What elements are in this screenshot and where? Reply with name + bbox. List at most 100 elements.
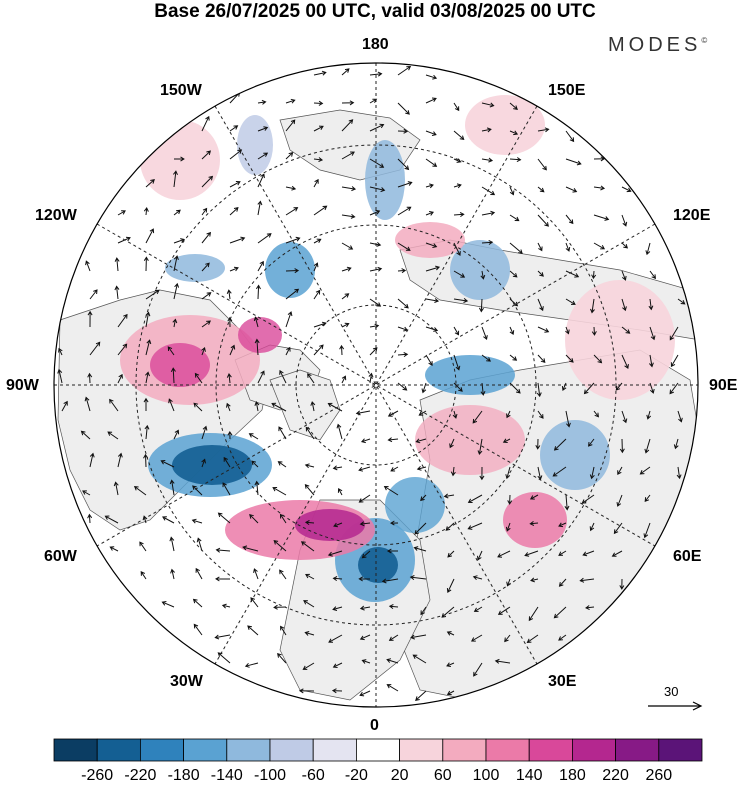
colorbar-swatch — [658, 738, 703, 762]
wind-vector-arrow — [413, 546, 427, 552]
wind-vector-arrow — [257, 260, 264, 272]
wind-vector-arrow — [104, 515, 119, 524]
wind-vector-arrow — [397, 206, 412, 216]
wind-vector-arrow — [214, 634, 231, 640]
wind-vector-arrow — [201, 425, 208, 440]
wind-vector-arrow — [497, 606, 511, 615]
wind-vector-arrow — [648, 298, 654, 311]
colorbar-swatch — [615, 738, 660, 762]
lon-label-120w: 120W — [35, 207, 77, 224]
wind-vector-arrow — [369, 347, 378, 356]
wind-vector-arrow — [226, 402, 231, 412]
wind-vector-arrow — [479, 466, 485, 481]
wind-vector-arrow — [226, 289, 232, 300]
lon-label-30w: 30W — [170, 673, 203, 690]
wind-vector-arrow — [341, 375, 347, 384]
wind-vector-arrow — [446, 631, 455, 636]
wind-vector-arrow — [397, 268, 407, 274]
wind-vector-arrow — [677, 298, 686, 305]
wind-vector-arrow — [221, 603, 231, 609]
wind-vector-arrow — [305, 573, 315, 580]
wind-vector-arrow — [332, 465, 343, 471]
wind-vector-arrow — [453, 183, 462, 189]
wind-vector-arrow — [621, 214, 628, 227]
wind-vector-arrow — [215, 547, 231, 553]
wind-vector-arrow — [590, 298, 595, 314]
wind-vector-arrow — [676, 466, 682, 480]
wind-vector-arrow — [412, 654, 427, 664]
wind-vector-arrow — [397, 242, 411, 251]
wind-vector-arrow — [201, 346, 206, 356]
wind-vector-arrow — [582, 550, 595, 557]
wind-vector-arrow — [145, 311, 151, 328]
wind-vector-arrow — [253, 316, 259, 328]
colorbar-tick-label: 180 — [559, 767, 586, 784]
brand-mark: © — [701, 36, 708, 45]
wind-vector-arrow — [425, 242, 438, 248]
wind-vector-arrow — [425, 326, 439, 332]
wind-vector-arrow — [480, 270, 486, 280]
wind-vector-arrow — [161, 601, 175, 608]
wind-vector-arrow — [616, 494, 623, 507]
wind-vector-arrow — [677, 410, 683, 423]
wind-vector-arrow — [254, 401, 260, 412]
wind-vector-arrow — [478, 298, 484, 313]
wind-vector-arrow — [621, 242, 629, 249]
wind-vector-arrow — [418, 410, 427, 416]
wind-vector-arrow — [565, 214, 574, 225]
wind-vector-arrow — [140, 570, 147, 580]
wind-vector-arrow — [453, 354, 461, 371]
wind-vector-arrow — [145, 371, 150, 384]
anomaly-positive-core-b — [150, 343, 210, 387]
wind-vector-arrow — [170, 367, 176, 384]
wind-vector-arrow — [452, 410, 458, 419]
wind-vector-arrow — [277, 461, 287, 468]
wind-vector-arrow — [494, 658, 511, 664]
wind-vector-arrow — [467, 522, 483, 530]
wind-vector-arrow — [481, 210, 496, 216]
wind-vector-arrow — [89, 289, 98, 300]
lon-label-60w: 60W — [44, 548, 77, 565]
wind-vector-arrow — [472, 410, 483, 424]
wind-vector-arrow — [359, 521, 371, 527]
wind-vector-arrow — [565, 298, 576, 305]
wind-vector-arrow — [386, 658, 399, 664]
wind-vector-arrow — [339, 344, 345, 356]
wind-vector-arrow — [425, 298, 440, 303]
wind-vector-arrow — [481, 157, 494, 163]
wind-vector-arrow — [341, 119, 354, 132]
wind-vector-arrow — [421, 382, 427, 394]
wind-vector-arrow — [80, 430, 91, 440]
wind-vector-arrow — [535, 438, 541, 450]
colorbar-tick-label: -60 — [301, 767, 325, 784]
wind-vector-arrow — [87, 513, 93, 524]
wind-vector-arrow — [449, 438, 455, 449]
wind-vector-arrow — [446, 578, 455, 593]
wind-vector-arrow — [588, 438, 595, 447]
wind-vector-arrow — [257, 370, 265, 384]
wind-vector-arrow — [397, 65, 412, 76]
anomaly-negative-central-asia — [540, 420, 610, 490]
wind-vector-arrow — [172, 318, 178, 328]
anomaly-negative-core-b — [358, 547, 398, 583]
wind-vector-arrow — [509, 270, 518, 278]
wind-vector-arrow — [273, 604, 287, 610]
wind-vector-arrow — [425, 130, 437, 136]
wind-vector-arrow — [279, 369, 287, 384]
wind-vector-arrow — [528, 606, 539, 622]
wind-vector-arrow — [89, 452, 95, 468]
wind-vector-arrow — [477, 550, 483, 561]
wind-vector-arrow — [593, 185, 606, 191]
wind-vector-arrow — [368, 372, 374, 384]
wind-vector-arrow — [453, 212, 465, 218]
wind-vector-arrow — [644, 438, 651, 454]
wind-vector-arrow — [145, 179, 155, 188]
wind-vector-arrow — [332, 576, 343, 582]
lon-label-60e: 60E — [673, 548, 702, 565]
wind-vector-arrow — [133, 486, 147, 496]
wind-vector-arrow — [536, 382, 542, 398]
wind-vector-arrow — [285, 311, 293, 328]
wind-vector-arrow — [117, 343, 128, 356]
wind-vector-arrow — [369, 71, 383, 77]
wind-vector-arrow — [117, 313, 128, 328]
